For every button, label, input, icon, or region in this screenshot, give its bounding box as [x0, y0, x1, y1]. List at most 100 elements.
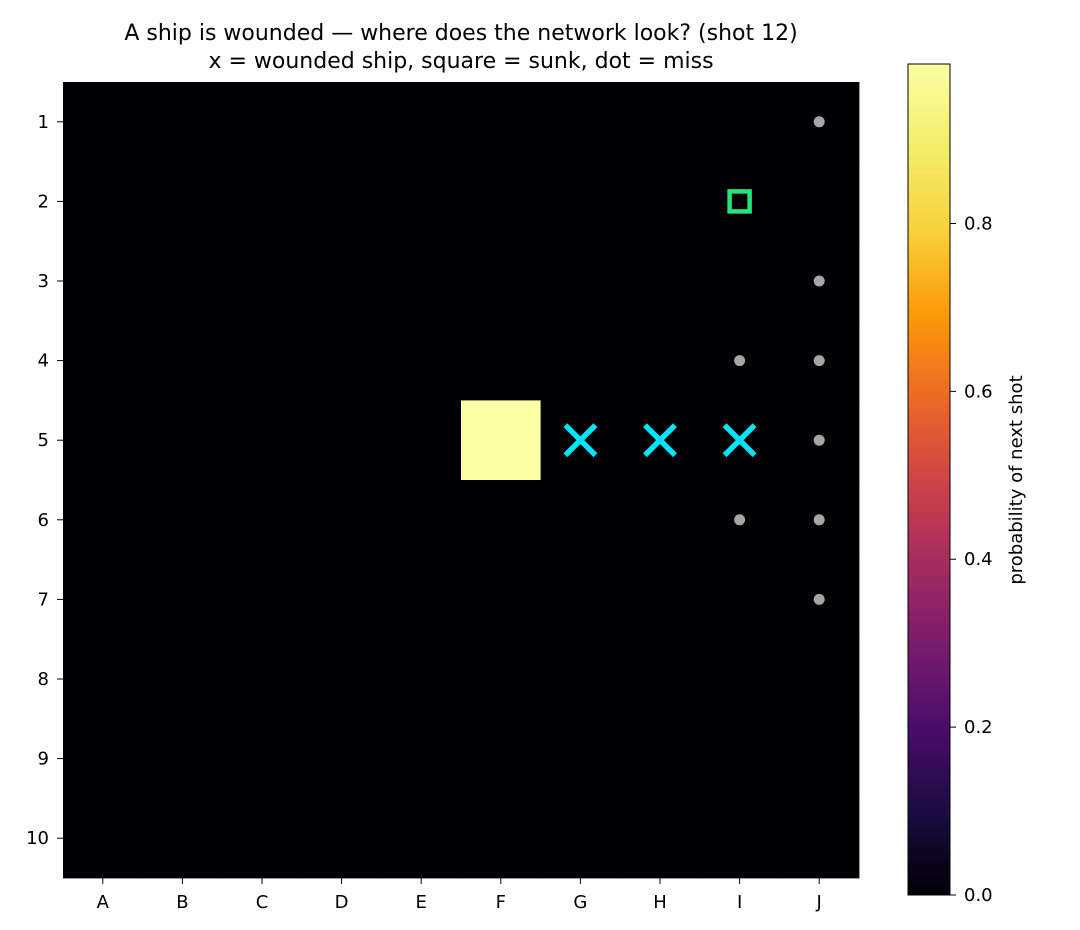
cell-D2: [301, 161, 382, 242]
wounded-x-stroke: [722, 423, 757, 458]
cell-B3: [142, 241, 223, 322]
shot-markers: [563, 116, 825, 605]
cell-G10: [540, 798, 621, 879]
cell-A5: [63, 400, 143, 481]
x-tick-label-B: B: [176, 892, 188, 913]
cell-F5: [461, 400, 541, 481]
x-tick-label-D: D: [335, 892, 349, 913]
cell-E2: [381, 161, 462, 242]
cell-E5: [381, 400, 462, 481]
cell-E3: [381, 241, 462, 322]
cell-G2: [540, 161, 621, 242]
cell-B10: [142, 798, 223, 879]
wounded-x-G5: [563, 423, 598, 458]
y-tick-label-1: 1: [38, 112, 49, 133]
cell-A9: [63, 718, 143, 799]
cell-E4: [381, 320, 462, 401]
y-tick-label-4: 4: [38, 351, 49, 372]
cell-C5: [222, 400, 303, 481]
cell-G1: [540, 82, 621, 162]
y-tick-label-7: 7: [38, 589, 49, 610]
cell-A4: [63, 320, 143, 401]
colorbar-tick-label: 0.0: [964, 885, 993, 906]
cell-C7: [222, 559, 303, 640]
cell-B6: [142, 480, 223, 560]
cell-C8: [222, 639, 303, 720]
miss-dot-I4: [734, 355, 746, 367]
cell-G9: [540, 718, 621, 799]
miss-dot-I6: [734, 514, 746, 526]
cell-A8: [63, 639, 143, 720]
x-tick-label-F: F: [496, 892, 506, 913]
cell-B2: [142, 161, 223, 242]
cell-F9: [461, 718, 541, 799]
cell-J8: [779, 639, 860, 720]
board-grid: [63, 82, 860, 879]
cell-F1: [461, 82, 541, 162]
colorbar: 0.0 0.2 0.4 0.6 0.8: [907, 63, 993, 906]
colorbar-gradient: [907, 63, 951, 896]
cell-G3: [540, 241, 621, 322]
cell-H10: [620, 798, 701, 879]
miss-dot-J7: [813, 593, 825, 605]
cell-E10: [381, 798, 462, 879]
cell-D10: [301, 798, 382, 879]
cell-I9: [699, 718, 780, 799]
cell-E8: [381, 639, 462, 720]
cell-E1: [381, 82, 462, 162]
cell-G7: [540, 559, 621, 640]
cell-H3: [620, 241, 701, 322]
miss-dot-J5: [813, 434, 825, 446]
cell-H2: [620, 161, 701, 242]
cell-F4: [461, 320, 541, 401]
cell-F8: [461, 639, 541, 720]
wounded-x-stroke: [643, 423, 677, 458]
wounded-x-stroke: [563, 423, 598, 458]
cell-F3: [461, 241, 541, 322]
cell-D6: [301, 480, 382, 560]
cell-C1: [222, 82, 303, 162]
cell-D5: [301, 400, 382, 481]
cell-D9: [301, 718, 382, 799]
cell-H1: [620, 82, 701, 162]
cell-B4: [142, 320, 223, 401]
y-tick-label-10: 10: [26, 828, 49, 849]
cell-I7: [699, 559, 780, 640]
cell-C6: [222, 480, 303, 560]
colorbar-tick-label: 0.2: [964, 717, 993, 738]
cell-E9: [381, 718, 462, 799]
cell-B5: [142, 400, 223, 481]
cell-I1: [699, 82, 780, 162]
cell-F6: [461, 480, 541, 560]
chart-subtitle: x = wounded ship, square = sunk, dot = m…: [208, 49, 713, 74]
cell-J10: [779, 798, 860, 879]
y-tick-label-3: 3: [38, 271, 49, 292]
cell-F10: [461, 798, 541, 879]
chart-title: A ship is wounded — where does the netwo…: [124, 21, 797, 46]
cell-D1: [301, 82, 382, 162]
miss-dot-J4: [813, 355, 825, 367]
y-tick-label-6: 6: [38, 510, 49, 531]
cell-C4: [222, 320, 303, 401]
cell-I10: [699, 798, 780, 879]
cell-I8: [699, 639, 780, 720]
cell-C3: [222, 241, 303, 322]
colorbar-label: probability of next shot: [1006, 375, 1027, 584]
y-tick-label-9: 9: [38, 749, 49, 770]
miss-dot-J3: [813, 275, 825, 287]
x-tick-label-E: E: [416, 892, 427, 913]
cell-D4: [301, 320, 382, 401]
board-axes: A B C D E F G H I J 1 2 3 4 5 6 7 8 9 10: [26, 112, 822, 913]
cell-E7: [381, 559, 462, 640]
sunk-square-I2: [727, 189, 752, 214]
cell-A3: [63, 241, 143, 322]
cell-D8: [301, 639, 382, 720]
cell-E6: [381, 480, 462, 560]
miss-dot-J1: [813, 116, 825, 128]
cell-A1: [63, 82, 143, 162]
x-tick-label-G: G: [573, 892, 587, 913]
cell-J9: [779, 718, 860, 799]
cell-B7: [142, 559, 223, 640]
cell-A2: [63, 161, 143, 242]
